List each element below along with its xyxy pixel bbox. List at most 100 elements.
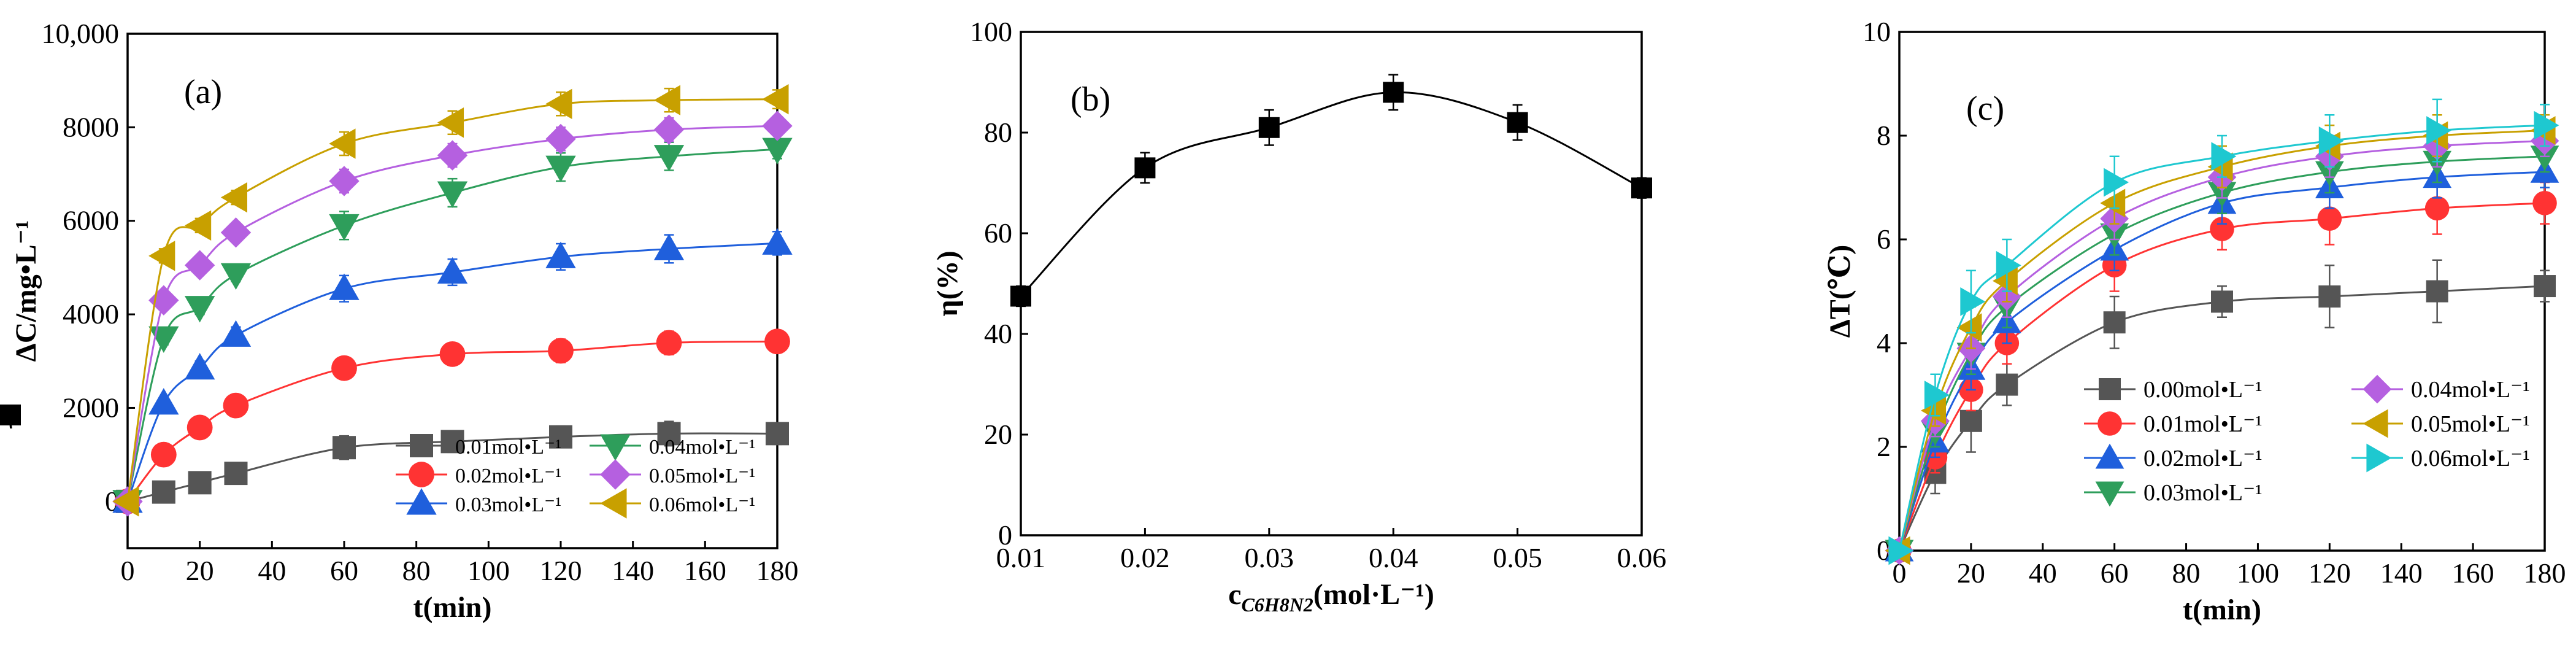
panel-label: (c)	[1966, 90, 2004, 128]
data-point	[184, 250, 215, 281]
data-point	[2317, 206, 2342, 231]
x-tick-label: 80	[402, 555, 431, 586]
x-tick-label: 0.04	[1369, 542, 1418, 573]
data-point	[548, 338, 574, 364]
series-6	[112, 83, 789, 517]
legend-marker	[600, 434, 631, 461]
series-line	[126, 242, 778, 502]
x-tick-label: 0.02	[1120, 542, 1170, 573]
y-tick-label: 20	[984, 419, 1012, 450]
x-axis-label: t(min)	[413, 591, 492, 624]
panel-a-chart: 0 20 40 60 80 100 120 140 160 1800200040006000800…	[10, 18, 799, 624]
data-point	[2534, 275, 2556, 298]
data-point	[220, 320, 252, 347]
data-point	[2100, 188, 2126, 218]
legend-label: 0.02mol•L⁻¹	[2143, 446, 2263, 471]
data-point	[2211, 142, 2237, 171]
data-point	[220, 263, 252, 290]
data-point	[2318, 126, 2344, 155]
x-tick-label: 120	[540, 555, 582, 586]
data-point	[656, 330, 682, 356]
data-point	[184, 210, 212, 241]
data-point	[545, 155, 576, 182]
data-point	[329, 166, 359, 196]
y-tick-label: 0	[998, 519, 1012, 551]
series-4	[112, 138, 793, 517]
data-point	[1010, 285, 1031, 307]
series-line	[126, 340, 778, 502]
legend-label: 0.02mol•L⁻¹	[455, 465, 561, 487]
series-3	[112, 228, 793, 513]
y-tick-label: 60	[984, 217, 1012, 249]
x-tick-label: 0.01	[996, 542, 1046, 573]
data-point	[437, 140, 468, 171]
data-point	[1507, 112, 1528, 133]
data-point	[549, 425, 572, 449]
x-tick-label: 0.05	[1493, 542, 1542, 573]
y-axis-label: ΔC/mg•L⁻¹	[10, 220, 42, 362]
data-point	[1383, 82, 1404, 103]
data-point	[653, 145, 685, 172]
data-point	[150, 441, 177, 468]
panel-b-chart: 0.01 0.02 0.03 0.04 0.05 0.06 0 20 40 60 80 100 (b) c…	[0, 16, 1666, 616]
panel-c-chart: 0 20 40 60 80 100 120 140 160 1800246810(c)t(min)…	[1824, 16, 2566, 626]
x-tick-label: 140	[2380, 557, 2423, 589]
y-tick-label: 40	[984, 318, 1012, 349]
data-point	[657, 422, 681, 446]
y-tick-label: 4	[1877, 327, 1891, 358]
y-tick-label: 8	[1877, 120, 1891, 151]
legend: 0.00mol•L⁻¹ 0.01mol•L⁻¹ 0.02mol•L⁻¹ 0.03mol…	[2084, 374, 2530, 507]
x-tick-label: 0.06	[1617, 542, 1667, 573]
legend-label: 0.04mol•L⁻¹	[649, 436, 755, 459]
y-tick-label: 10	[1863, 16, 1891, 47]
data-point	[1921, 396, 1946, 425]
legend-label: 0.03mol•L⁻¹	[455, 494, 561, 516]
data-point	[1959, 409, 1982, 432]
x-tick-label: 120	[2309, 557, 2351, 589]
data-point	[545, 88, 572, 119]
legend-marker	[409, 462, 434, 487]
x-tick-label: 20	[186, 555, 214, 586]
data-point	[1631, 177, 1652, 199]
data-point	[1996, 250, 2021, 280]
plot-frame	[1020, 31, 1643, 537]
data-point	[220, 182, 248, 213]
data-point	[437, 181, 468, 208]
legend-label: η	[0, 401, 13, 429]
data-point	[437, 257, 468, 284]
data-point	[653, 85, 681, 115]
series-line	[1020, 91, 1642, 297]
x-tick-label: 40	[258, 555, 286, 586]
data-point	[2211, 290, 2233, 313]
data-point	[2424, 196, 2450, 221]
x-tick-label: 100	[2237, 557, 2279, 589]
legend-marker	[2095, 481, 2124, 507]
x-tick-label: 40	[2029, 557, 2057, 589]
data-point	[1960, 287, 1986, 316]
data-point	[2210, 217, 2234, 241]
legend-marker	[410, 434, 433, 457]
y-tick-label: 8000	[63, 111, 119, 142]
legend-label: 0.01mol•L⁻¹	[455, 436, 561, 459]
legend-marker	[600, 459, 631, 490]
data-point	[148, 241, 175, 271]
x-tick-label: 180	[2524, 557, 2566, 589]
series-line	[1898, 202, 2545, 551]
data-point	[148, 285, 179, 316]
data-point	[152, 480, 175, 504]
data-point	[220, 217, 252, 248]
x-tick-label: 60	[2101, 557, 2129, 589]
legend-label: 0.04mol•L⁻¹	[2411, 377, 2530, 403]
x-tick-label: 140	[612, 555, 654, 586]
data-point	[224, 462, 248, 486]
legend: 0.01mol•L⁻¹ 0.02mol•L⁻¹ 0.03mol•L⁻¹ 0.04mol…	[396, 434, 755, 519]
y-tick-label: 80	[984, 117, 1012, 148]
data-point	[764, 328, 790, 355]
x-tick-label: 160	[2452, 557, 2494, 589]
data-point	[1924, 381, 1950, 409]
data-point	[2426, 280, 2448, 303]
x-tick-label: 0	[121, 555, 135, 586]
data-point	[762, 138, 793, 165]
data-point	[1258, 117, 1280, 138]
series-2	[115, 328, 790, 514]
